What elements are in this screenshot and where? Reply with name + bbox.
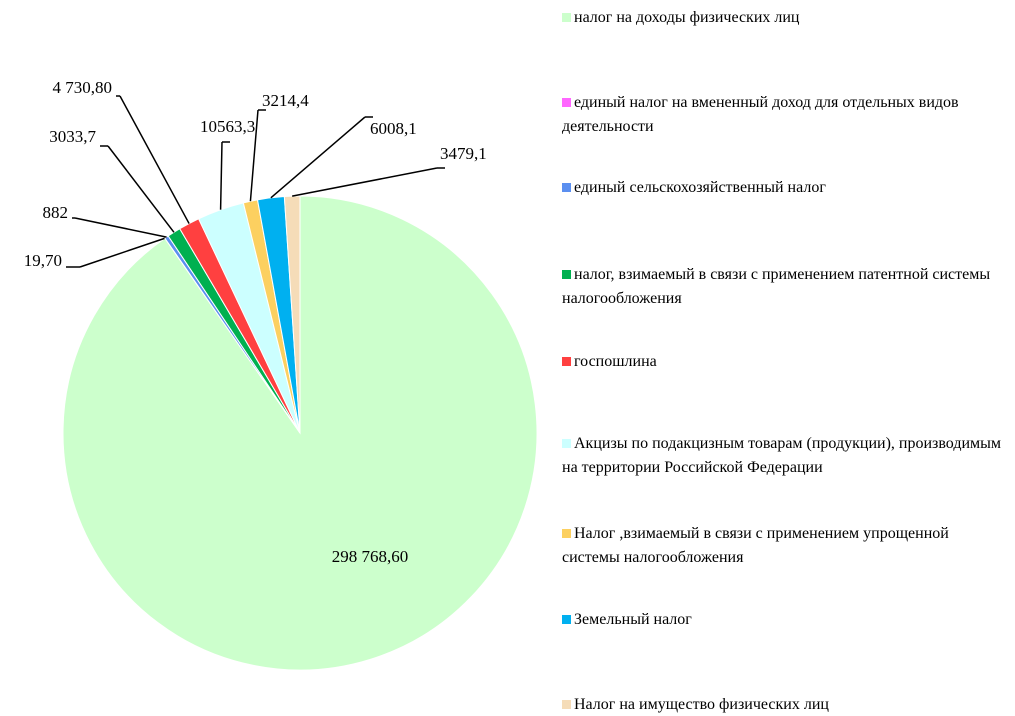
leader-line (219, 141, 223, 210)
legend-item: налог на доходы физических лиц (562, 6, 1010, 30)
data-label: 6008,1 (370, 119, 417, 138)
pie-slice (283, 195, 301, 434)
legend-item: Акцизы по подакцизным товарам (продукции… (562, 432, 1010, 480)
legend-label: Акцизы по подакцизным товарам (продукции… (562, 435, 1002, 476)
legend-item: единый сельскохозяйственный налог (562, 176, 1010, 200)
legend-label: Налог на имущество физических лиц (574, 696, 829, 713)
legend-item: госпошлина (562, 350, 1010, 374)
legend-swatch (562, 529, 571, 538)
legend-label: единый сельскохозяйственный налог (574, 179, 826, 196)
legend-swatch (562, 357, 571, 366)
legend-swatch (562, 270, 571, 279)
leader-line (119, 95, 190, 224)
legend-swatch (562, 439, 571, 448)
legend-label: единый налог на вмененный доход для отде… (562, 94, 959, 135)
data-label: 3214,4 (262, 91, 309, 110)
legend-swatch (562, 13, 571, 22)
leader-line (270, 116, 366, 199)
legend-item: Налог ,взимаемый в связи с применением у… (562, 522, 1010, 570)
data-label: 3479,1 (440, 144, 487, 163)
leader-line (107, 145, 175, 233)
leader-line (292, 167, 438, 197)
leader-line (79, 237, 166, 268)
data-label: 882 (43, 203, 69, 222)
leader-line (74, 217, 167, 238)
data-label: 10563,3 (200, 117, 255, 136)
data-label: 3033,7 (49, 127, 96, 146)
legend-swatch (562, 183, 571, 192)
legend-label: налог, взимаемый в связи с применением п… (562, 266, 991, 307)
legend-swatch (562, 98, 571, 107)
legend-swatch (562, 615, 571, 624)
data-label: 19,70 (24, 251, 62, 270)
legend-label: госпошлина (574, 353, 657, 370)
legend-label: Земельный налог (574, 611, 692, 628)
legend-swatch (562, 700, 571, 709)
legend-item: единый налог на вмененный доход для отде… (562, 91, 1010, 139)
legend-label: налог на доходы физических лиц (574, 9, 800, 26)
data-label: 298 768,60 (332, 547, 409, 566)
data-label: 4 730,80 (53, 78, 113, 97)
legend-item: налог, взимаемый в связи с применением п… (562, 263, 1010, 311)
leader-line (249, 109, 259, 202)
legend-item: Налог на имущество физических лиц (562, 693, 1010, 716)
legend-item: Земельный налог (562, 608, 1010, 632)
legend-label: Налог ,взимаемый в связи с применением у… (562, 525, 949, 566)
